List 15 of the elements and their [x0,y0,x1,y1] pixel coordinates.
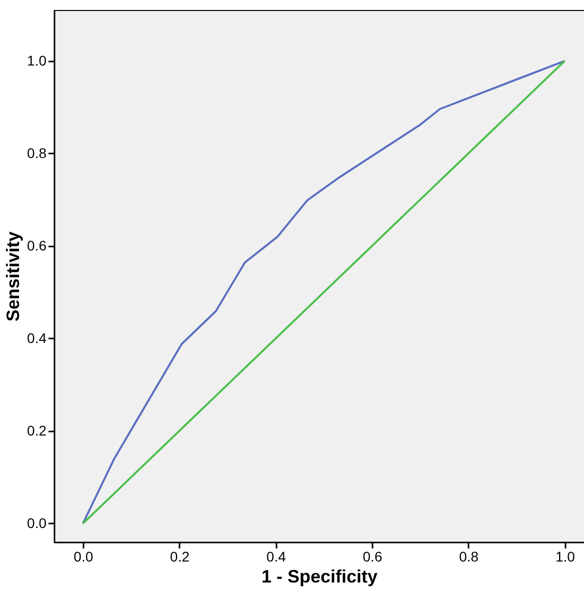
y-tick-label: 0.8 [27,144,47,161]
x-tick-label: 0.0 [74,548,94,564]
x-tick-label: 1.0 [555,548,576,564]
y-tick-label: 0.6 [27,237,47,254]
x-tick-label: 0.4 [266,548,286,564]
y-axis-title: Sensitivity [3,231,24,322]
x-tick-label: 0.6 [362,548,382,564]
x-tick-label: 0.8 [459,548,479,564]
y-tick-label: 0.0 [27,514,47,531]
x-axis-title: 1 - Specificity [261,566,378,586]
y-tick-label: 1.0 [27,52,47,68]
line-series [82,60,566,524]
x-tick-label: 0.2 [170,548,190,564]
y-tick-label: 0.4 [27,330,47,346]
y-tick-label: 0.2 [27,422,47,438]
